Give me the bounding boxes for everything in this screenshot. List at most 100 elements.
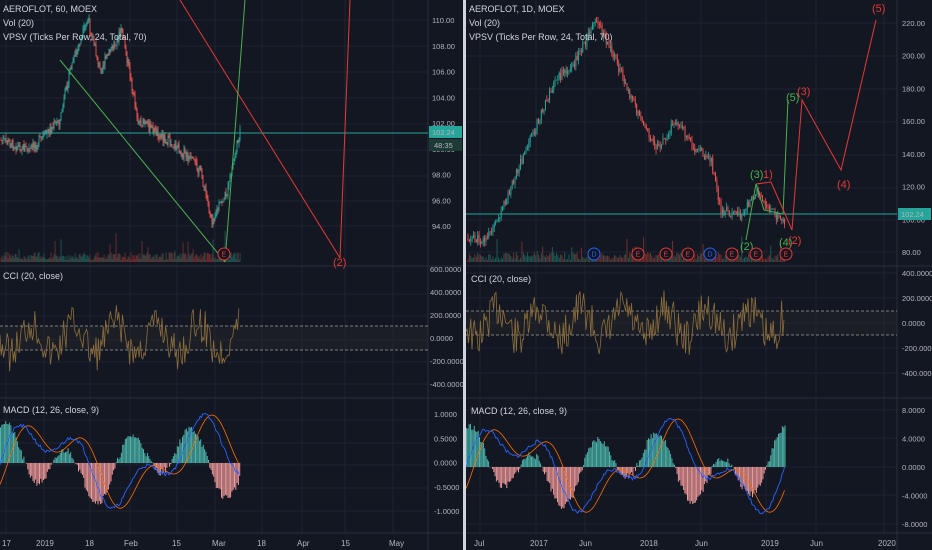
right-macd-plot (466, 418, 786, 515)
left-macd-axis[interactable]: 1.0000 0.5000 0.0000 -0.5000 -1.0000 (434, 410, 459, 516)
left-red-trendline (179, 0, 341, 259)
left-time-axis[interactable]: 17 2019 18 Feb 15 Mar 18 Apr 15 May (2, 539, 404, 548)
left-cci-tick: -200.0000 (430, 357, 463, 366)
right-time-tick: Jun (579, 539, 592, 548)
right-time-tick: 2017 (530, 539, 548, 548)
left-vpsv-title: VPSV (Ticks Per Row, 24, Total, 70) (3, 32, 147, 42)
right-cci-tick: 0.0000 (902, 319, 925, 328)
left-bar-countdown: 48:35 (434, 141, 453, 150)
right-event-icon[interactable]: D (587, 247, 601, 261)
right-cci-axis[interactable]: 400.0000 200.0000 0.0000 -200.0000 -400.0000 (902, 269, 932, 378)
left-price-tick: 110.00 (432, 16, 454, 25)
left-symbol-title: AEROFLOT, 60, MOEX (3, 4, 97, 14)
left-cci-line (0, 305, 240, 372)
svg-text:E: E (664, 252, 669, 259)
left-volume-title: Vol (20) (3, 18, 34, 28)
right-cci-line (466, 290, 785, 355)
left-cci-axis[interactable]: 600.0000 400.0000 200.0000 0.0000 -200.0000 -… (430, 265, 463, 389)
right-time-tick: Jul (474, 539, 484, 548)
right-green-wave-5: (5) (786, 92, 799, 104)
right-cci-title: CCI (20, close) (471, 274, 531, 284)
right-red-wave-1: 1) (763, 169, 773, 181)
right-macd-tick: 0.0000 (902, 463, 925, 472)
left-time-tick: 15 (341, 539, 350, 548)
left-red-wave-line (339, 0, 351, 259)
right-time-tick: Jun (810, 539, 823, 548)
left-chart-panel[interactable]: (2) E AEROFLOT, 60, MOEX Vol (20) VPSV (… (0, 0, 463, 550)
right-event-icon[interactable]: E (631, 247, 645, 261)
left-time-tick: Feb (124, 539, 138, 548)
left-cci-tick: 0.0000 (430, 334, 453, 343)
right-price-tick: 220.00 (902, 19, 925, 28)
right-macd-tick: 8.0000 (902, 406, 925, 415)
right-price-tick: 200.00 (902, 52, 925, 61)
svg-text:E: E (686, 252, 691, 259)
right-price-tick: 140.00 (902, 150, 925, 159)
right-price-tick: 80.00 (902, 248, 921, 257)
left-price-tick: 94.00 (432, 222, 451, 231)
left-chart-canvas[interactable]: (2) E AEROFLOT, 60, MOEX Vol (20) VPSV (… (0, 0, 463, 550)
right-red-wave-2: (2) (788, 235, 801, 247)
right-price-tick: 180.00 (902, 84, 925, 93)
left-macd-tick: 0.5000 (434, 434, 457, 443)
right-event-icon[interactable]: D (703, 247, 717, 261)
svg-text:E: E (754, 252, 759, 259)
layout-divider[interactable] (463, 0, 466, 550)
right-price-tick: 160.00 (902, 117, 925, 126)
left-last-price-tag: 102.24 48:35 (429, 126, 462, 151)
left-time-tick: May (389, 539, 404, 548)
left-macd-tick: 0.0000 (434, 459, 457, 468)
right-event-icon[interactable]: E (779, 247, 793, 261)
right-chart-panel[interactable]: (2) (3) (4) (5) 1) (2) (3) (4) (5) D E E E D… (466, 0, 932, 550)
right-time-axis[interactable]: Jul 2017 Jun 2018 Jun 2019 Jun 2020 (474, 539, 896, 548)
right-red-wave-5: (5) (872, 3, 885, 15)
left-price-axis[interactable]: 110.00108.00106.00104.00102.00100.0098.0… (432, 16, 455, 231)
right-volume-title: Vol (20) (469, 18, 500, 28)
left-time-tick: 15 (172, 539, 181, 548)
left-price-tick: 96.00 (432, 196, 451, 205)
right-time-tick: 2020 (878, 539, 896, 548)
right-price-candles (467, 16, 786, 248)
right-event-icon[interactable]: E (681, 247, 695, 261)
right-time-tick: 2019 (761, 539, 779, 548)
right-time-tick: 2018 (640, 539, 658, 548)
right-cci-tick: -200.0000 (902, 344, 932, 353)
right-green-wave-4: (4) (779, 237, 792, 249)
left-green-trendline (59, 59, 226, 263)
right-price-axis[interactable]: 220.00200.00180.00160.00140.00120.00100.… (902, 19, 925, 257)
left-time-tick: 17 (2, 539, 11, 548)
left-cci-tick: 200.0000 (430, 311, 461, 320)
right-cci-tick: -400.0000 (902, 369, 932, 378)
left-cci-tick: -400.0000 (430, 380, 463, 389)
svg-text:E: E (222, 252, 227, 259)
right-time-tick: Jun (695, 539, 708, 548)
left-time-tick: 18 (85, 539, 94, 548)
left-price-tick: 98.00 (432, 171, 451, 180)
right-macd-tick: 4.0000 (902, 435, 925, 444)
right-macd-axis[interactable]: 8.0000 4.0000 0.0000 -4.0000 -8.0000 (902, 406, 927, 529)
right-event-icon[interactable]: E (659, 247, 673, 261)
right-event-icon[interactable]: E (725, 247, 739, 261)
right-red-wave-4: (4) (837, 179, 850, 191)
right-green-wave-3: (3) (750, 169, 763, 181)
left-price-tick: 102.00 (432, 119, 455, 128)
left-earnings-event-icon[interactable]: E (217, 247, 231, 261)
right-last-price-tag: 102.24 (898, 208, 931, 220)
svg-text:E: E (784, 252, 789, 259)
svg-text:102.24: 102.24 (901, 210, 924, 219)
right-event-icon[interactable]: E (749, 247, 763, 261)
right-macd-title: MACD (12, 26, close, 9) (471, 406, 567, 416)
left-green-wave-line (224, 0, 246, 263)
left-cci-tick: 400.0000 (430, 288, 461, 297)
right-macd-tick: -8.0000 (902, 520, 927, 529)
left-macd-title: MACD (12, 26, close, 9) (3, 405, 99, 415)
right-cci-tick: 200.0000 (902, 294, 932, 303)
right-chart-canvas[interactable]: (2) (3) (4) (5) 1) (2) (3) (4) (5) D E E E D… (466, 0, 932, 550)
left-wave-label-2: (2) (333, 257, 346, 269)
right-red-wave-3: (3) (797, 86, 810, 98)
right-price-tick: 120.00 (902, 183, 925, 192)
svg-text:E: E (730, 252, 735, 259)
right-vpsv-title: VPSV (Ticks Per Row, 24, Total, 70) (469, 32, 613, 42)
left-price-tick: 108.00 (432, 42, 455, 51)
